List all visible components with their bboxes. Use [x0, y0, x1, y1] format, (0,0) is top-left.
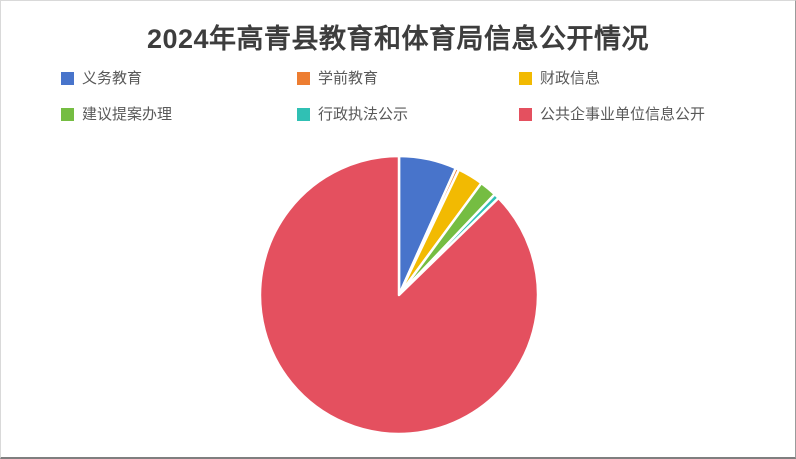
legend-swatch-icon [61, 108, 74, 121]
chart-legend: 义务教育 学前教育 财政信息建议提案办理 行政执法公示 公共企事业单位信息公开 [1, 1, 795, 141]
legend-label: 公共企事业单位信息公开 [540, 106, 706, 123]
legend-item-4[interactable]: 建议提案办理 [61, 107, 172, 122]
legend-swatch-icon [297, 72, 310, 85]
pie-slice-6[interactable] [258, 154, 540, 436]
legend-item-6[interactable]: 公共企事业单位信息公开 [519, 107, 705, 122]
legend-label: 义务教育 [82, 70, 143, 87]
legend-label: 行政执法公示 [318, 106, 409, 123]
legend-label: 财政信息 [540, 70, 601, 87]
legend-item-3[interactable]: 财政信息 [519, 71, 600, 86]
legend-item-1[interactable]: 义务教育 [61, 71, 142, 86]
legend-swatch-icon [297, 108, 310, 121]
pie-chart [258, 154, 540, 436]
legend-item-5[interactable]: 行政执法公示 [297, 107, 408, 122]
legend-swatch-icon [519, 108, 532, 121]
legend-swatch-icon [519, 72, 532, 85]
chart-title: 2024年高青县教育和体育局信息公开情况 [146, 24, 650, 54]
legend-label: 学前教育 [318, 70, 379, 87]
legend-label: 建议提案办理 [82, 106, 173, 123]
legend-item-2[interactable]: 学前教育 [297, 71, 378, 86]
legend-swatch-icon [61, 72, 74, 85]
